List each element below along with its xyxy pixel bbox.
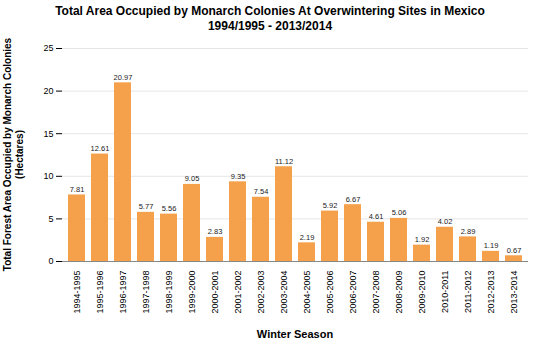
svg-text:1999-2000: 1999-2000	[187, 271, 197, 314]
svg-text:5.06: 5.06	[392, 208, 407, 217]
svg-text:10: 10	[43, 171, 53, 181]
svg-text:1994-1995: 1994-1995	[72, 271, 82, 314]
html-text:1994/1995 - 2013/2014: 1994/1995 - 2013/2014	[207, 19, 333, 33]
svg-text:0.67: 0.67	[507, 246, 522, 255]
svg-text:9.05: 9.05	[185, 174, 200, 183]
svg-text:0: 0	[48, 256, 53, 266]
svg-text:7.81: 7.81	[70, 185, 85, 194]
svg-text:6.67: 6.67	[346, 195, 361, 204]
svg-text:2001-2002: 2001-2002	[233, 271, 243, 314]
svg-text:11.12: 11.12	[275, 157, 293, 166]
svg-text:4.61: 4.61	[369, 212, 384, 221]
svg-text:2006-2007: 2006-2007	[348, 271, 358, 314]
svg-text:9.35: 9.35	[231, 172, 246, 181]
svg-text:Total Forest Area Occupied by: Total Forest Area Occupied by Monarch Co…	[2, 37, 25, 271]
svg-text:2011-2012: 2011-2012	[463, 271, 473, 313]
svg-text:5.92: 5.92	[323, 201, 338, 210]
svg-text:5.77: 5.77	[139, 202, 154, 211]
svg-text:20: 20	[43, 86, 53, 96]
svg-text:5.56: 5.56	[162, 204, 177, 213]
svg-text:15: 15	[43, 129, 53, 139]
svg-text:1.92: 1.92	[415, 235, 430, 244]
svg-text:Winter Season: Winter Season	[257, 328, 334, 340]
svg-text:2012-2013: 2012-2013	[486, 271, 496, 314]
svg-text:25: 25	[43, 43, 53, 53]
svg-text:12.61: 12.61	[91, 144, 110, 153]
svg-text:2.19: 2.19	[300, 233, 315, 242]
svg-text:2013-2014: 2013-2014	[509, 271, 519, 314]
svg-text:2.89: 2.89	[461, 227, 476, 236]
svg-text:1998-1999: 1998-1999	[164, 271, 174, 314]
svg-text:1996-1997: 1996-1997	[118, 271, 128, 314]
svg-text:2008-2009: 2008-2009	[394, 271, 404, 314]
svg-text:2004-2005: 2004-2005	[302, 271, 312, 314]
svg-text:2002-2003: 2002-2003	[256, 271, 266, 314]
svg-text:2010-2011: 2010-2011	[440, 271, 450, 313]
svg-text:2000-2001: 2000-2001	[210, 271, 220, 314]
svg-text:2009-2010: 2009-2010	[417, 271, 427, 314]
svg-text:5: 5	[48, 214, 53, 224]
svg-text:1995-1996: 1995-1996	[95, 271, 105, 314]
svg-text:1.19: 1.19	[484, 241, 499, 250]
svg-text:2.83: 2.83	[208, 227, 223, 236]
svg-text:1997-1998: 1997-1998	[141, 271, 151, 314]
svg-text:20.97: 20.97	[114, 73, 133, 82]
svg-text:2003-2004: 2003-2004	[279, 271, 289, 314]
html-text:Total Area Occupied by Monarch: Total Area Occupied by Monarch Colonies …	[55, 4, 485, 18]
svg-text:2005-2006: 2005-2006	[325, 271, 335, 314]
svg-text:2007-2008: 2007-2008	[371, 271, 381, 314]
svg-text:4.02: 4.02	[438, 217, 453, 226]
svg-text:7.54: 7.54	[254, 187, 269, 196]
